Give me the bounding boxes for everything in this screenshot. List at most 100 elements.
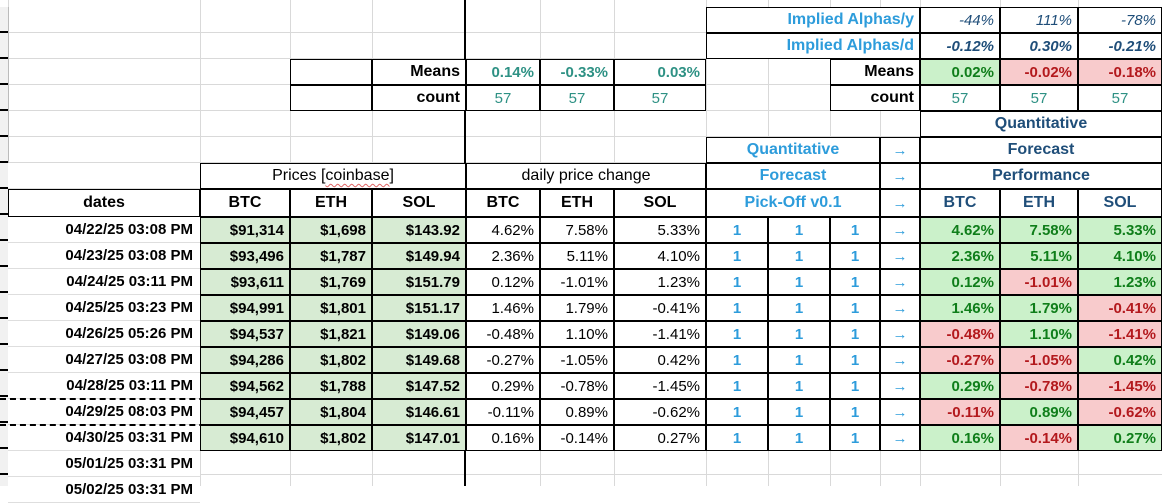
change-cell[interactable]: 0.89% [540,399,614,425]
price-cell[interactable]: $1,804 [290,399,372,425]
performance-group-line2[interactable]: Forecast [920,137,1162,163]
price-cell[interactable]: $93,496 [200,243,290,269]
pick-cell[interactable]: 1 [768,425,830,451]
empty-cell[interactable] [466,451,540,477]
pick-cell[interactable]: 1 [768,217,830,243]
perf-cell[interactable]: 7.58% [1000,217,1078,243]
empty-cell[interactable] [540,477,614,503]
change-cell[interactable]: 2.36% [466,243,540,269]
change-cell[interactable]: 0.27% [614,425,706,451]
price-cell[interactable]: $149.06 [372,321,466,347]
count-label[interactable]: count [372,85,466,111]
price-cell[interactable]: $147.01 [372,425,466,451]
price-cell[interactable]: $91,314 [200,217,290,243]
price-cell[interactable]: $1,802 [290,347,372,373]
empty-cell[interactable] [920,477,1000,503]
date-cell[interactable]: 05/01/25 03:31 PM [8,451,200,477]
price-cell[interactable]: $1,821 [290,321,372,347]
implied-alpha-d-sol[interactable]: -0.21% [1078,33,1162,59]
change-cell[interactable]: -1.45% [614,373,706,399]
change-cell[interactable]: -0.11% [466,399,540,425]
mean-sol-change[interactable]: 0.03% [614,59,706,85]
empty-cell[interactable] [290,59,372,85]
pick-cell[interactable]: 1 [830,347,880,373]
pick-cell[interactable]: 1 [706,399,768,425]
price-cell[interactable]: $1,769 [290,269,372,295]
count-btc[interactable]: 57 [920,85,1000,111]
change-cell[interactable]: -0.27% [466,347,540,373]
empty-cell[interactable] [200,477,290,503]
perf-cell[interactable]: -0.27% [920,347,1000,373]
perf-cell[interactable]: 5.33% [1078,217,1162,243]
price-cell[interactable]: $94,610 [200,425,290,451]
pick-cell[interactable]: 1 [768,347,830,373]
price-cell[interactable]: $93,611 [200,269,290,295]
perf-cell[interactable]: 1.46% [920,295,1000,321]
price-cell[interactable]: $94,537 [200,321,290,347]
implied-alpha-y-sol[interactable]: -78% [1078,7,1162,33]
empty-cell[interactable] [466,477,540,503]
mean-perf-eth[interactable]: -0.02% [1000,59,1078,85]
price-cell[interactable]: $1,801 [290,295,372,321]
implied-alpha-d-btc[interactable]: -0.12% [920,33,1000,59]
date-cell[interactable]: 04/24/25 03:11 PM [8,269,200,295]
date-cell[interactable]: 04/26/25 05:26 PM [8,321,200,347]
empty-cell[interactable] [768,451,830,477]
change-cell[interactable]: 4.10% [614,243,706,269]
empty-cell[interactable] [706,451,768,477]
price-cell[interactable]: $1,698 [290,217,372,243]
perf-cell[interactable]: 2.36% [920,243,1000,269]
empty-cell[interactable] [372,477,466,503]
change-cell[interactable]: 0.29% [466,373,540,399]
pick-cell[interactable]: 1 [768,321,830,347]
change-cell[interactable]: 1.46% [466,295,540,321]
date-cell[interactable]: 04/25/25 03:23 PM [8,295,200,321]
change-sol-header[interactable]: SOL [614,189,706,217]
perf-cell[interactable]: 0.89% [1000,399,1078,425]
perf-cell[interactable]: 4.62% [920,217,1000,243]
empty-cell[interactable] [1000,477,1078,503]
implied-alpha-y-eth[interactable]: 111% [1000,7,1078,33]
date-cell[interactable]: 04/30/25 03:31 PM [8,425,200,451]
implied-alphas-d-label[interactable]: Implied Alphas/d [706,33,920,59]
perf-cell[interactable]: 0.12% [920,269,1000,295]
price-cell[interactable]: $94,457 [200,399,290,425]
price-cell[interactable]: $149.68 [372,347,466,373]
price-cell[interactable]: $149.94 [372,243,466,269]
change-cell[interactable]: -1.41% [614,321,706,347]
pick-cell[interactable]: 1 [706,321,768,347]
daily-change-group-header[interactable]: daily price change [466,163,706,189]
price-cell[interactable]: $143.92 [372,217,466,243]
empty-cell[interactable] [290,85,372,111]
pick-cell[interactable]: 1 [706,347,768,373]
empty-cell[interactable] [830,451,880,477]
empty-cell[interactable] [1078,477,1162,503]
pick-cell[interactable]: 1 [706,425,768,451]
pick-cell[interactable]: 1 [830,243,880,269]
empty-cell[interactable] [880,477,920,503]
mean-perf-sol[interactable]: -0.18% [1078,59,1162,85]
perf-sol-header[interactable]: SOL [1078,189,1162,217]
pick-cell[interactable]: 1 [706,243,768,269]
implied-alphas-y-label[interactable]: Implied Alphas/y [706,7,920,33]
count-eth[interactable]: 57 [540,85,614,111]
means-label[interactable]: Means [830,59,920,85]
price-cell[interactable]: $151.17 [372,295,466,321]
empty-cell[interactable] [830,477,880,503]
price-sol-header[interactable]: SOL [372,189,466,217]
pick-cell[interactable]: 1 [830,295,880,321]
empty-cell[interactable] [1000,451,1078,477]
change-cell[interactable]: 5.33% [614,217,706,243]
perf-cell[interactable]: 0.27% [1078,425,1162,451]
empty-cell[interactable] [372,451,466,477]
date-cell[interactable]: 04/29/25 08:03 PM [8,399,200,425]
change-cell[interactable]: 5.11% [540,243,614,269]
empty-cell[interactable] [920,451,1000,477]
change-cell[interactable]: 0.12% [466,269,540,295]
perf-cell[interactable]: -1.05% [1000,347,1078,373]
pick-cell[interactable]: 1 [830,321,880,347]
perf-cell[interactable]: -1.45% [1078,373,1162,399]
price-cell[interactable]: $94,991 [200,295,290,321]
price-cell[interactable]: $1,787 [290,243,372,269]
empty-cell[interactable] [614,451,706,477]
